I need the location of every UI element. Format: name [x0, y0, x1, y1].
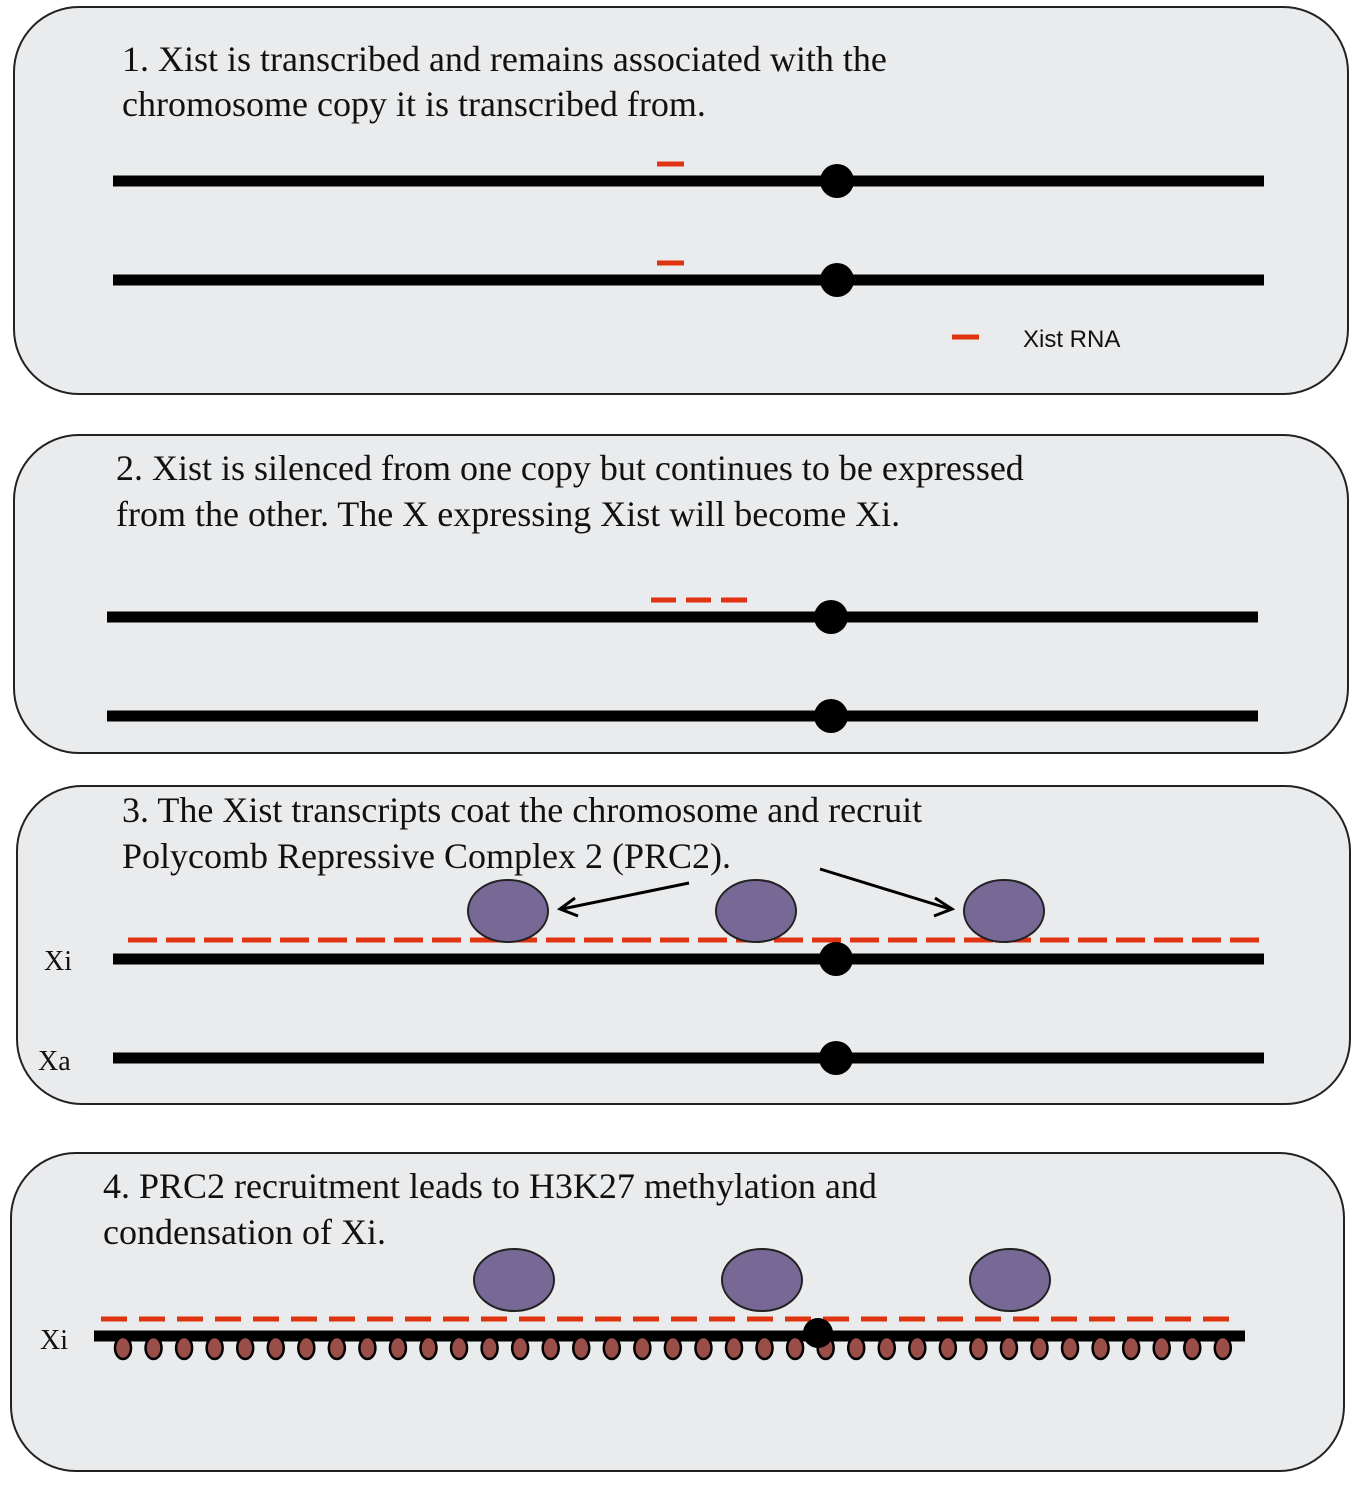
prc2-complex — [715, 879, 797, 943]
h3k27-methylation-mark — [572, 1335, 591, 1361]
h3k27-methylation-mark — [266, 1335, 285, 1361]
panel-3: 3. The Xist transcripts coat the chromos… — [16, 785, 1351, 1105]
prc2-complex — [467, 879, 549, 943]
centromere — [803, 1318, 833, 1348]
h3k27-methylation-mark — [480, 1335, 499, 1361]
centromere — [820, 263, 854, 297]
h3k27-methylation-mark — [449, 1335, 469, 1361]
h3k27-methylation-mark — [1152, 1335, 1171, 1361]
legend-xist-rna-label: Xist RNA — [1023, 326, 1120, 353]
h3k27-methylation-mark — [1060, 1335, 1080, 1361]
panel-4: 4. PRC2 recruitment leads to H3K27 methy… — [10, 1152, 1345, 1472]
xa-label: Xa — [38, 1046, 71, 1077]
panel-4-box — [10, 1152, 1345, 1472]
h3k27-methylation-mark — [1121, 1335, 1141, 1361]
arrow-icon — [819, 867, 956, 918]
panel-4-caption-line-1: 4. PRC2 recruitment leads to H3K27 methy… — [103, 1166, 877, 1206]
panel-1-caption-line-2: chromosome copy it is transcribed from. — [122, 84, 706, 124]
h3k27-methylation-mark — [969, 1335, 988, 1361]
h3k27-methylation-mark — [755, 1335, 774, 1361]
h3k27-methylation-mark — [541, 1335, 560, 1361]
h3k27-methylation-mark — [633, 1335, 652, 1361]
h3k27-methylation-mark — [694, 1335, 713, 1361]
h3k27-methylation-mark — [1183, 1335, 1202, 1361]
prc2-complex — [473, 1248, 555, 1312]
centromere — [814, 699, 848, 733]
h3k27-methylation-mark — [999, 1335, 1019, 1361]
xi-label: Xi — [40, 1325, 68, 1356]
h3k27-methylation-mark — [602, 1335, 622, 1361]
h3k27-methylation-mark — [388, 1335, 408, 1361]
h3k27-methylation-mark — [205, 1335, 224, 1361]
h3k27-methylation-mark — [908, 1335, 927, 1361]
h3k27-methylation-mark — [1091, 1335, 1110, 1361]
panel-3-box — [16, 785, 1351, 1105]
h3k27-methylation-mark — [297, 1335, 316, 1361]
h3k27-methylation-mark — [877, 1335, 896, 1361]
panel-3-caption-line-1: 3. The Xist transcripts coat the chromos… — [122, 790, 922, 830]
panel-3-caption-line-2: Polycomb Repressive Complex 2 (PRC2). — [122, 836, 731, 876]
h3k27-methylation-mark — [174, 1335, 194, 1361]
h3k27-methylation-mark — [663, 1335, 683, 1361]
h3k27-methylation-mark — [510, 1335, 530, 1361]
panel-2-caption-line-2: from the other. The X expressing Xist wi… — [116, 494, 900, 534]
centromere — [819, 1041, 853, 1075]
arrow-icon — [556, 881, 690, 918]
h3k27-methylation-mark — [846, 1335, 866, 1361]
panel-1-caption-line-1: 1. Xist is transcribed and remains assoc… — [122, 39, 887, 79]
centromere — [819, 942, 853, 976]
panel-1-box — [13, 6, 1349, 395]
prc2-complex — [721, 1248, 803, 1312]
centromere — [820, 164, 854, 198]
h3k27-methylation-mark — [358, 1335, 377, 1361]
panel-2-caption-line-1: 2. Xist is silenced from one copy but co… — [116, 448, 1024, 488]
prc2-complex — [963, 879, 1045, 943]
panel-2-box — [13, 434, 1349, 754]
h3k27-methylation-mark — [1213, 1335, 1233, 1361]
h3k27-methylation-mark — [235, 1335, 255, 1361]
panel-1: 1. Xist is transcribed and remains assoc… — [13, 6, 1349, 395]
h3k27-methylation-mark — [785, 1335, 805, 1361]
prc2-complex — [969, 1248, 1051, 1312]
h3k27-methylation-mark — [113, 1335, 133, 1361]
h3k27-methylation-mark — [938, 1335, 958, 1361]
h3k27-methylation-mark — [144, 1335, 163, 1361]
h3k27-methylation-mark — [419, 1335, 438, 1361]
panel-2: 2. Xist is silenced from one copy but co… — [13, 434, 1349, 754]
h3k27-methylation-mark — [1030, 1335, 1049, 1361]
xi-label: Xi — [44, 946, 72, 977]
h3k27-methylation-mark — [327, 1335, 347, 1361]
centromere — [814, 600, 848, 634]
panel-4-caption-line-2: condensation of Xi. — [103, 1212, 386, 1252]
h3k27-methylation-mark — [724, 1335, 744, 1361]
